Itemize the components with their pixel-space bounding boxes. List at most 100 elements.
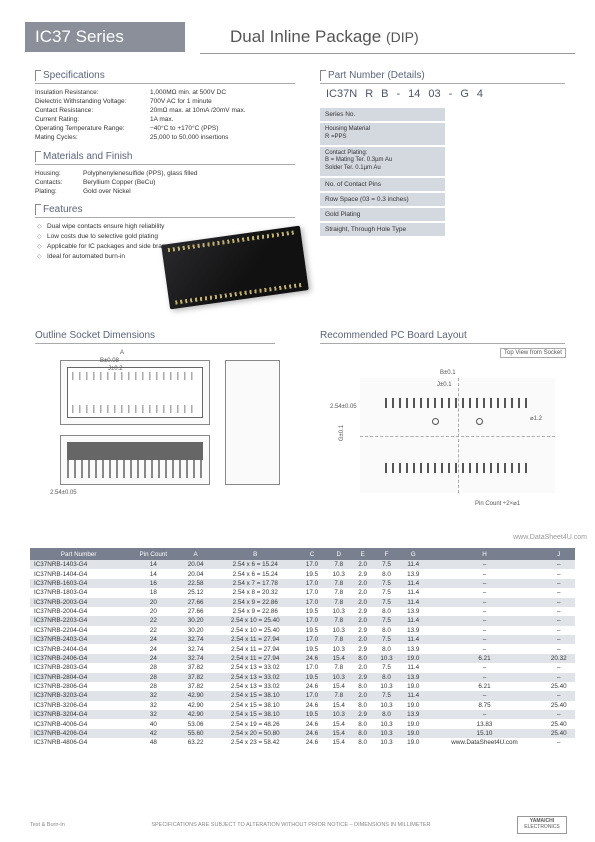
dim-b-tol: B±0.08 (100, 358, 119, 364)
table-cell: 7.5 (373, 663, 400, 672)
table-cell: 15.4 (325, 654, 352, 663)
table-cell: – (542, 738, 575, 747)
dim-pitch2: 2.54±0.05 (330, 404, 357, 410)
table-cell: 2.54 x 7 = 17.78 (212, 579, 299, 588)
table-cell: 7.8 (325, 588, 352, 597)
table-cell: 32.74 (179, 644, 211, 653)
table-cell: 8.0 (373, 710, 400, 719)
table-cell: 53.06 (179, 719, 211, 728)
table-cell: 18 (127, 588, 179, 597)
table-cell: 8.75 (427, 701, 543, 710)
table-header-cell: Part Number (30, 548, 127, 560)
table-cell: 2.54 x 20 = 50.80 (212, 729, 299, 738)
table-cell: – (427, 644, 543, 653)
table-cell: IC37NRB-4806-G4 (30, 738, 127, 747)
table-cell: 16 (127, 579, 179, 588)
table-cell: IC37NRB-1603-G4 (30, 579, 127, 588)
table-row: IC37NRB-2803-G42837.822.54 x 13 = 33.021… (30, 663, 575, 672)
table-cell: IC37NRB-1803-G4 (30, 588, 127, 597)
spec-row: Operating Temperature Range:−40°C to +17… (35, 124, 295, 133)
table-cell: 11.4 (400, 598, 427, 607)
table-cell: – (542, 616, 575, 625)
features-title: Features (35, 204, 295, 218)
table-cell: 11.4 (400, 588, 427, 597)
table-header-cell: E (352, 548, 373, 560)
table-cell: 32 (127, 701, 179, 710)
table-cell: – (542, 710, 575, 719)
table-cell: 15.4 (325, 719, 352, 728)
table-cell: 10.3 (325, 626, 352, 635)
table-cell: IC37NRB-2003-G4 (30, 598, 127, 607)
table-cell: 25.40 (542, 701, 575, 710)
table-cell: – (542, 569, 575, 578)
outline-drawing-end (225, 360, 280, 485)
table-cell: – (427, 673, 543, 682)
table-cell: 19.5 (299, 673, 326, 682)
table-cell: 7.8 (325, 598, 352, 607)
pn-segment: R (365, 88, 373, 100)
table-cell: 24.6 (299, 729, 326, 738)
material-label: Contacts: (35, 178, 83, 187)
outline-drawing-top (60, 360, 210, 425)
table-cell: – (427, 588, 543, 597)
table-cell: – (542, 588, 575, 597)
material-row: Contacts:Beryllium Copper (BeCu) (35, 178, 295, 187)
table-header-cell: J (542, 548, 575, 560)
pn-segment: B (381, 88, 388, 100)
table-cell: 2.54 x 15 = 38.10 (212, 691, 299, 700)
spec-value: 20mΩ max. at 10mA /20mV max. (150, 106, 295, 115)
pn-explain-box: Gold Plating (320, 208, 445, 221)
table-cell: IC37NRB-2806-G4 (30, 682, 127, 691)
table-cell: – (427, 626, 543, 635)
table-cell: 10.3 (325, 607, 352, 616)
spec-label: Operating Temperature Range: (35, 124, 150, 133)
table-cell: 8.0 (373, 607, 400, 616)
manufacturer-logo: YAMAICHI ELECTRONICS (517, 816, 567, 834)
table-header-cell: G (400, 548, 427, 560)
table-cell: 28 (127, 682, 179, 691)
table-cell: 30.20 (179, 616, 211, 625)
table-cell: 15.4 (325, 701, 352, 710)
watermark: www.DataSheet4U.com (513, 534, 587, 541)
table-cell: – (542, 673, 575, 682)
table-cell: 7.8 (325, 635, 352, 644)
table-cell: 2.54 x 11 = 27.94 (212, 635, 299, 644)
table-cell: 8.0 (373, 644, 400, 653)
table-cell: IC37NRB-2004-G4 (30, 607, 127, 616)
table-cell: 7.5 (373, 691, 400, 700)
table-cell: 2.54 x 10 = 25.40 (212, 626, 299, 635)
table-cell: 14 (127, 569, 179, 578)
table-cell: 2.54 x 23 = 58.42 (212, 738, 299, 747)
table-cell: 2.9 (352, 569, 373, 578)
table-cell: 11.4 (400, 663, 427, 672)
table-cell: 28 (127, 663, 179, 672)
table-cell: 10.3 (373, 701, 400, 710)
table-cell: 17.0 (299, 560, 326, 569)
table-cell: 2.0 (352, 616, 373, 625)
table-cell: 2.0 (352, 588, 373, 597)
table-cell: 25.40 (542, 719, 575, 728)
pn-explain-box: Series No. (320, 108, 445, 121)
table-cell: 19.0 (400, 654, 427, 663)
table-cell: 10.3 (373, 738, 400, 747)
table-cell: 2.54 x 15 = 38.10 (212, 701, 299, 710)
table-cell: 2.54 x 9 = 22.86 (212, 598, 299, 607)
table-cell: 19.0 (400, 701, 427, 710)
table-cell: 2.54 x 13 = 33.02 (212, 673, 299, 682)
table-cell: 15.4 (325, 729, 352, 738)
pn-segment: G (460, 88, 469, 100)
table-cell: IC37NRB-4206-G4 (30, 729, 127, 738)
title-suffix: (DIP) (386, 29, 419, 45)
table-cell: IC37NRB-3203-G4 (30, 691, 127, 700)
table-cell: 10.3 (325, 644, 352, 653)
table-cell: 42.90 (179, 691, 211, 700)
table-cell: 19.0 (400, 682, 427, 691)
table-header-cell: B (212, 548, 299, 560)
dim-b2: B±0.1 (440, 370, 456, 376)
table-cell: 25.40 (542, 729, 575, 738)
table-cell: IC37NRB-2404-G4 (30, 644, 127, 653)
table-header-cell: A (179, 548, 211, 560)
table-cell: 7.8 (325, 691, 352, 700)
part-number-code: IC37NRB-1403-G4 (320, 88, 565, 100)
table-row: IC37NRB-2804-G42837.822.54 x 13 = 33.021… (30, 673, 575, 682)
